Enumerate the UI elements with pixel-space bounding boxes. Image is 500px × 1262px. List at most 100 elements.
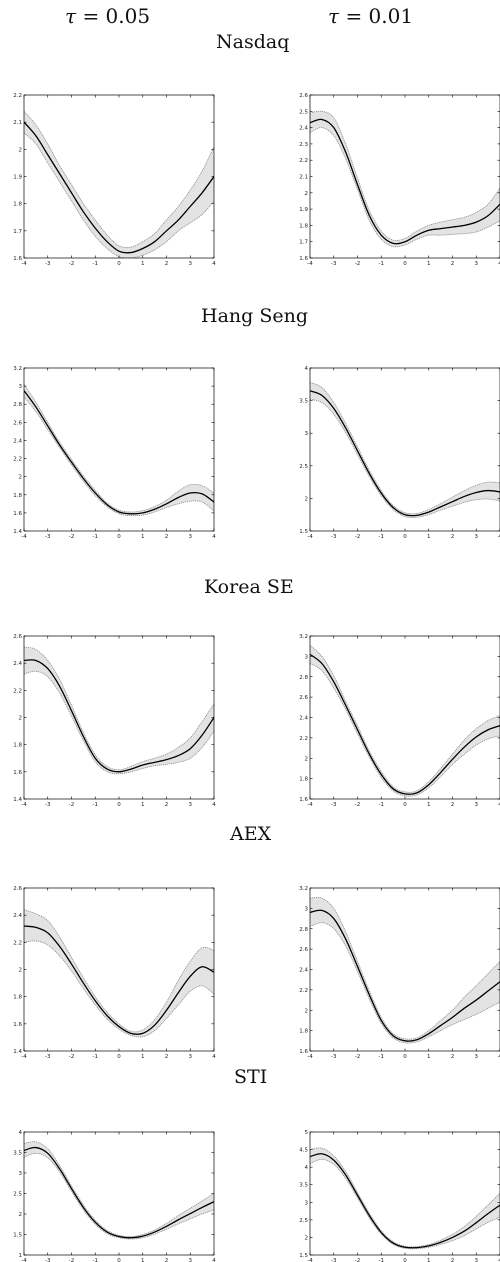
- y-tick-label: 1.6: [299, 256, 308, 262]
- x-tick-label: -3: [331, 802, 337, 808]
- y-tick-label: 1.8: [13, 493, 22, 499]
- y-tick-label: 2.2: [299, 158, 308, 164]
- confidence-band: [310, 382, 500, 518]
- x-tick-label: -1: [379, 802, 384, 808]
- x-tick-label: -2: [355, 261, 360, 267]
- plot-area: [310, 897, 500, 1044]
- x-tick-label: 4: [498, 802, 500, 808]
- x-tick-label: -3: [331, 1054, 337, 1060]
- y-tick-label: 2.8: [299, 675, 308, 681]
- row-title-sti: STI: [234, 1066, 268, 1088]
- y-tick-label: 3: [305, 654, 309, 660]
- x-tick-label: 3: [189, 534, 193, 540]
- x-tick-label: -3: [331, 534, 337, 540]
- x-tick-label: -3: [45, 261, 51, 267]
- y-tick-label: 2: [305, 191, 309, 197]
- x-tick-label: 4: [498, 1258, 500, 1262]
- x-tick-label: 3: [475, 534, 479, 540]
- x-tick-label: 4: [212, 534, 216, 540]
- y-tick-label: 3: [19, 384, 23, 390]
- y-tick-label: 2.1: [13, 120, 22, 126]
- x-tick-label: 4: [212, 261, 216, 267]
- confidence-band: [24, 384, 214, 516]
- y-tick-label: 1.8: [13, 202, 22, 208]
- y-tick-label: 1.9: [13, 175, 22, 181]
- x-tick-label: -1: [379, 1258, 384, 1262]
- x-tick-label: 2: [165, 1054, 169, 1060]
- x-tick-label: -1: [379, 534, 384, 540]
- x-tick-label: 0: [117, 1054, 121, 1060]
- y-tick-label: 2.2: [13, 688, 22, 694]
- upper-bound-line: [310, 644, 500, 793]
- x-tick-label: 1: [427, 534, 431, 540]
- x-tick-label: -2: [355, 1054, 360, 1060]
- estimate-line: [310, 909, 500, 1042]
- x-tick-label: -1: [379, 261, 384, 267]
- y-tick-label: 2.8: [299, 927, 308, 933]
- upper-bound-line: [310, 897, 500, 1040]
- chart-panel: -4 -3 -2 -1 0 1 2 3 4 1.4 1.6 1.8 2 2.2 2.4 2.6: [13, 634, 216, 808]
- x-tick-label: -4: [307, 1258, 313, 1262]
- y-tick-label: 4: [305, 366, 309, 372]
- x-tick-label: -4: [21, 1258, 27, 1262]
- x-tick-label: -4: [307, 261, 313, 267]
- estimate-line: [24, 659, 214, 773]
- y-tick-label: 1.5: [299, 1253, 308, 1259]
- lower-bound-line: [310, 922, 500, 1044]
- y-tick-label: 1.8: [13, 995, 22, 1001]
- y-tick-label: 2.5: [299, 464, 308, 470]
- y-tick-label: 2.3: [299, 142, 308, 148]
- x-tick-label: 1: [141, 1054, 145, 1060]
- plot-area: [310, 381, 500, 518]
- estimate-line: [24, 390, 214, 515]
- x-tick-label: 2: [451, 802, 455, 808]
- plot-area: [24, 909, 214, 1038]
- x-tick-label: 2: [451, 1054, 455, 1060]
- confidence-band: [24, 646, 214, 774]
- tau-value: = 0.01: [345, 4, 414, 28]
- y-tick-label: 2: [19, 147, 23, 153]
- lower-bound-line: [24, 396, 214, 517]
- row-title-nasdaq: Nasdaq: [216, 31, 290, 53]
- x-tick-label: 0: [117, 534, 121, 540]
- y-tick-label: 1.7: [299, 240, 308, 246]
- x-tick-label: 2: [165, 534, 169, 540]
- tau-symbol: τ: [65, 4, 77, 28]
- tau-symbol: τ: [328, 4, 340, 28]
- upper-bound-line: [24, 1141, 214, 1237]
- axes-frame: [309, 635, 500, 800]
- confidence-band: [310, 1147, 500, 1249]
- estimate-line: [24, 925, 214, 1035]
- y-tick-label: 2.2: [13, 940, 22, 946]
- y-tick-label: 2.5: [13, 1192, 22, 1198]
- y-tick-label: 1.6: [13, 256, 22, 262]
- x-tick-label: -4: [21, 534, 27, 540]
- y-tick-label: 2.6: [13, 420, 22, 426]
- y-tick-label: 1.7: [13, 229, 22, 235]
- upper-bound-line: [24, 384, 214, 513]
- y-tick-label: 4: [19, 1130, 23, 1136]
- x-tick-label: 2: [165, 1258, 169, 1262]
- y-tick-label: 2.2: [13, 93, 22, 99]
- x-tick-label: 0: [403, 1258, 407, 1262]
- x-tick-label: 1: [427, 1054, 431, 1060]
- y-tick-label: 2: [305, 756, 309, 762]
- y-tick-label: 1.6: [13, 770, 22, 776]
- y-tick-label: 1.9: [299, 207, 308, 213]
- y-tick-label: 1.6: [299, 1049, 308, 1055]
- y-tick-label: 1.8: [299, 223, 308, 229]
- y-tick-label: 1.5: [299, 529, 308, 535]
- x-tick-label: -4: [307, 1054, 313, 1060]
- x-tick-label: -3: [45, 534, 51, 540]
- x-tick-label: -3: [331, 1258, 337, 1262]
- y-tick-label: 2.4: [13, 661, 22, 667]
- y-tick-label: 3.5: [299, 399, 308, 405]
- axes-frame: [309, 367, 500, 532]
- y-tick-label: 3: [305, 906, 309, 912]
- y-tick-label: 2.2: [13, 457, 22, 463]
- y-tick-label: 1.4: [13, 1049, 22, 1055]
- confidence-band: [310, 897, 500, 1044]
- x-tick-label: 0: [403, 534, 407, 540]
- y-tick-label: 2.6: [13, 634, 22, 640]
- x-tick-label: 0: [117, 802, 121, 808]
